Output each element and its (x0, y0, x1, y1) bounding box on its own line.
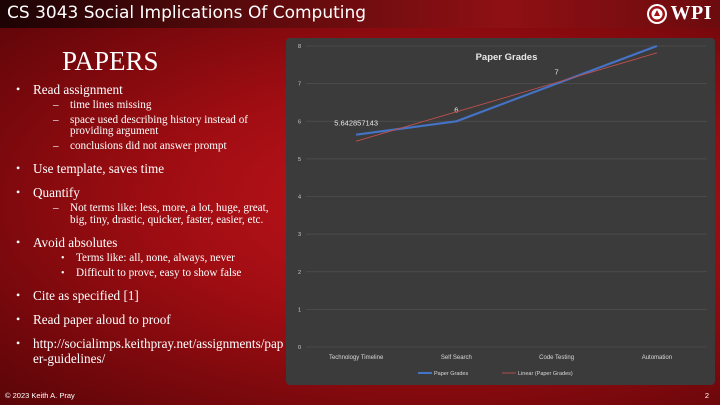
logo-text: WPI (670, 2, 712, 24)
x-tick-label: Self Search (441, 355, 472, 361)
bullet-item: Avoid absolutes Terms like: all, none, al… (14, 235, 286, 279)
bullet-item: Quantify Not terms like: less, more, a lo… (14, 185, 286, 226)
bullet-text: Avoid absolutes (33, 235, 118, 250)
footer-copyright: © 2023 Keith A. Pray (5, 391, 75, 400)
bullet-item: Read paper aloud to proof (14, 312, 286, 327)
bullet-text: Read paper aloud to proof (33, 312, 171, 327)
sub-bullet-item: space used describing history instead of… (50, 114, 286, 138)
guidelines-link[interactable]: http://socialimps.keithpray.net/assignme… (33, 336, 284, 366)
data-label: 7 (555, 68, 559, 77)
x-tick-label: Technology Timeline (329, 355, 384, 361)
bullet-item: Read assignment time lines missing space u… (14, 82, 286, 152)
bullet-item: Use template, saves time (14, 161, 286, 176)
page-number: 2 (704, 391, 709, 400)
y-tick-label: 2 (298, 270, 301, 276)
trendline (355, 52, 658, 142)
chart-svg: 0 1 2 3 4 5 6 7 8 Technology Timeline Self Search C… (298, 30, 707, 377)
y-tick-label: 7 (298, 82, 301, 88)
slide-title: PAPERS (62, 46, 159, 76)
bullet-item: Cite as specified [1] (14, 288, 286, 303)
x-tick-label: Automation (642, 355, 672, 361)
x-tick-label: Code Testing (539, 355, 574, 361)
course-title: CS 3043 Social Implications Of Computing (7, 3, 367, 23)
legend-label: Linear (Paper Grades) (518, 371, 573, 377)
wpi-logo: WPI (646, 2, 713, 25)
bullet-text: Use template, saves time (33, 161, 165, 176)
series-line (355, 44, 658, 136)
y-tick-label: 8 (298, 44, 301, 50)
chart-title: Paper Grades (476, 52, 538, 63)
line-chart: 0 1 2 3 4 5 6 7 8 Technology Timeline Self Search C… (286, 30, 715, 385)
y-tick-label: 5 (298, 157, 301, 163)
sub-bullet-item: time lines missing (50, 99, 286, 112)
sub-bullet-item: Not terms like: less, more, a lot, huge,… (50, 202, 286, 226)
sub-bullet-item: conclusions did not answer prompt (50, 140, 286, 153)
y-tick-label: 6 (298, 119, 301, 125)
bullet-text: Read assignment (33, 82, 123, 97)
sub-bullet-item: Difficult to prove, easy to show false (56, 267, 286, 280)
bullet-list: Read assignment time lines missing space u… (14, 82, 286, 375)
title-bar: CS 3043 Social Implications Of Computing… (0, 0, 720, 28)
sub-bullet-item: Terms like: all, none, always, never (56, 252, 286, 265)
data-label: 5.642857143 (334, 119, 378, 128)
bullet-item: http://socialimps.keithpray.net/assignme… (14, 336, 286, 366)
y-tick-label: 0 (298, 345, 301, 351)
wpi-seal-icon (646, 3, 667, 24)
y-tick-label: 3 (298, 232, 301, 238)
data-label: 8 (655, 38, 659, 39)
data-label: 6 (454, 105, 458, 114)
bullet-text: Quantify (33, 185, 80, 200)
legend-label: Paper Grades (434, 371, 468, 377)
y-tick-label: 4 (298, 195, 301, 201)
bullet-text: Cite as specified [1] (33, 288, 139, 303)
y-tick-label: 1 (298, 307, 301, 313)
